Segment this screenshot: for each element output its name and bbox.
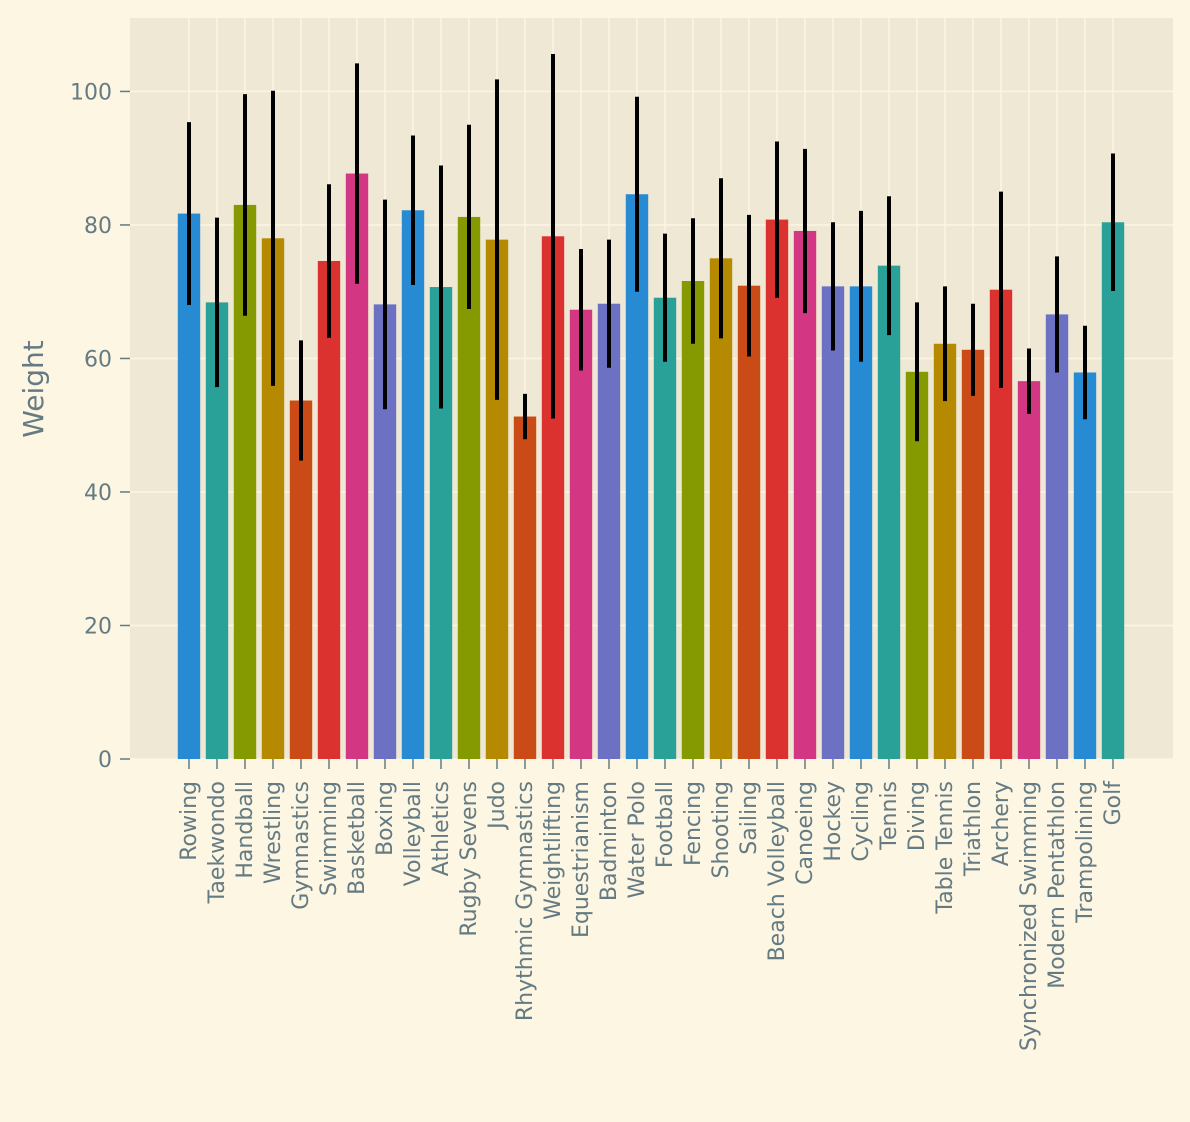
bar xyxy=(653,297,677,759)
bar xyxy=(989,289,1013,759)
bar xyxy=(289,400,313,759)
bar xyxy=(905,371,929,759)
bar xyxy=(709,258,733,759)
x-tick-label: Weightlifting xyxy=(541,781,566,920)
bar xyxy=(849,286,873,759)
x-tick-label: Wrestling xyxy=(261,781,286,884)
bar xyxy=(205,302,229,759)
bar xyxy=(261,238,285,759)
x-tick-label: Football xyxy=(653,781,678,868)
x-tick-label: Modern Pentathlon xyxy=(1045,781,1070,989)
y-tick-label: 0 xyxy=(98,748,112,773)
x-tick-label: Boxing xyxy=(373,781,398,856)
bar xyxy=(233,204,257,759)
x-tick-label: Trampolining xyxy=(1073,781,1098,924)
x-tick-label: Water Polo xyxy=(625,781,650,899)
bar xyxy=(765,219,789,759)
bar xyxy=(821,286,845,759)
y-tick-label: 80 xyxy=(84,214,112,239)
x-tick-label: Tennis xyxy=(877,781,902,851)
bar xyxy=(1045,314,1069,759)
x-tick-label: Swimming xyxy=(317,781,342,896)
x-tick-label: Hockey xyxy=(821,781,846,862)
bar xyxy=(485,239,509,759)
plot-area xyxy=(130,18,1173,759)
error-bars xyxy=(187,54,1115,461)
bar xyxy=(597,303,621,759)
bar xyxy=(177,213,201,759)
bar xyxy=(457,216,481,760)
y-tick-label: 60 xyxy=(84,347,112,372)
bar xyxy=(373,304,397,759)
bar xyxy=(1073,372,1097,759)
x-tick-label: Beach Volleyball xyxy=(765,781,790,961)
bar xyxy=(317,260,341,759)
x-axis: Rowing Taekwondo Handball Wrestling Gymnasti… xyxy=(177,759,1126,1051)
x-tick-label: Synchronized Swimming xyxy=(1017,781,1042,1051)
bar xyxy=(541,236,565,759)
x-tick-label: Rowing xyxy=(177,781,202,861)
x-tick-label: Triathlon xyxy=(961,781,986,877)
y-tick-label: 100 xyxy=(70,80,112,105)
bar xyxy=(345,173,369,760)
x-tick-label: Badminton xyxy=(597,781,622,901)
y-axis-title: Weight xyxy=(17,340,50,438)
y-tick-label: 20 xyxy=(84,614,112,639)
bar xyxy=(681,281,705,759)
y-axis: 0 20 40 60 80 100 xyxy=(70,80,130,773)
y-tick-label: 40 xyxy=(84,481,112,506)
x-tick-label: Handball xyxy=(233,781,258,879)
x-tick-label: Fencing xyxy=(681,781,706,866)
x-tick-label: Diving xyxy=(905,781,930,851)
x-tick-label: Volleyball xyxy=(401,781,426,886)
x-tick-label: Shooting xyxy=(709,781,734,878)
bars xyxy=(177,173,1125,760)
bar xyxy=(429,287,453,759)
bar xyxy=(569,309,593,759)
bar xyxy=(401,210,425,759)
x-tick-label: Basketball xyxy=(345,781,370,895)
x-tick-label: Cycling xyxy=(849,781,874,862)
x-tick-label: Golf xyxy=(1101,780,1126,826)
bar xyxy=(513,416,537,759)
x-tick-label: Rhythmic Gymnastics xyxy=(513,781,538,1021)
bar xyxy=(625,194,649,759)
x-tick-label: Rugby Sevens xyxy=(457,781,482,937)
bar xyxy=(1101,222,1125,759)
x-tick-label: Sailing xyxy=(737,781,762,855)
bar xyxy=(933,343,957,759)
bar xyxy=(793,230,817,760)
bar xyxy=(877,265,901,759)
x-tick-label: Canoeing xyxy=(793,781,818,885)
x-tick-label: Taekwondo xyxy=(205,781,230,904)
bar xyxy=(737,285,761,759)
x-tick-label: Table Tennis xyxy=(933,781,958,915)
x-tick-label: Gymnastics xyxy=(289,781,314,910)
bar xyxy=(1017,381,1041,759)
x-tick-label: Archery xyxy=(989,781,1014,866)
x-tick-label: Equestrianism xyxy=(569,781,594,938)
bar xyxy=(961,349,985,759)
x-tick-label: Athletics xyxy=(429,781,454,876)
x-tick-label: Judo xyxy=(485,781,510,831)
